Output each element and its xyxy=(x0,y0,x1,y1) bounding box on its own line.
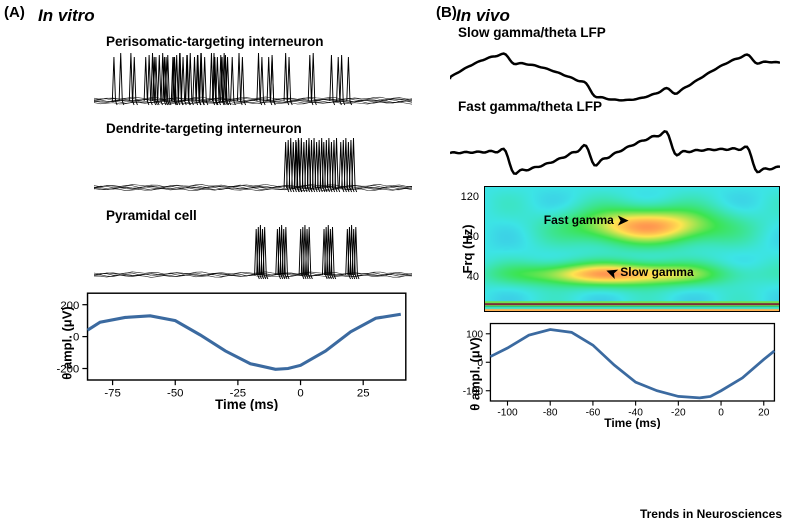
lfp-trace-fast: Fast gamma/theta LFP xyxy=(450,114,780,176)
panel-a-title: In vitro xyxy=(38,6,422,26)
annot-fast-gamma-text: Fast gamma xyxy=(544,213,614,227)
svg-text:Time (ms): Time (ms) xyxy=(215,397,278,411)
svg-text:20: 20 xyxy=(758,408,770,419)
spectrogram: Frq (Hz) 120 80 40 Fast gamma ➤ ➤ Slow g… xyxy=(484,186,780,312)
svg-text:0: 0 xyxy=(718,408,724,419)
svg-text:25: 25 xyxy=(357,388,370,400)
svg-text:-20: -20 xyxy=(671,408,686,419)
svg-text:-80: -80 xyxy=(543,408,558,419)
lfp-slow-label: Slow gamma/theta LFP xyxy=(458,25,606,40)
theta-b-ylabel: θ ampl. (μV) xyxy=(467,337,482,411)
annot-fast-gamma: Fast gamma ➤ xyxy=(544,212,629,229)
theta-plot-a: θ ampl. (μV) -75-50-25025-2000200Time (m… xyxy=(40,287,412,399)
svg-text:-50: -50 xyxy=(167,388,183,400)
annot-slow-gamma: ➤ Slow gamma xyxy=(606,264,694,281)
row-label-2: Pyramidal cell xyxy=(106,208,422,223)
spike-trace-1 xyxy=(94,136,412,200)
spike-trace-0 xyxy=(94,49,412,113)
theta-a-ylabel: θ ampl. (μV) xyxy=(59,306,74,380)
spike-trace-2 xyxy=(94,223,412,287)
panel-b-tag: (B) xyxy=(436,4,457,21)
lfp-trace-slow: Slow gamma/theta LFP xyxy=(450,40,780,102)
journal-footer: Trends in Neurosciences xyxy=(640,507,782,521)
panel-b: (B) In vivo Slow gamma/theta LFP Fast ga… xyxy=(432,0,800,490)
annot-slow-gamma-text: Slow gamma xyxy=(620,265,693,279)
lfp-fast-label: Fast gamma/theta LFP xyxy=(458,99,602,114)
panel-a: (A) In vitro Perisomatic-targeting inter… xyxy=(0,0,432,490)
svg-text:-60: -60 xyxy=(586,408,601,419)
svg-text:0: 0 xyxy=(297,388,303,400)
spectro-ytick-120: 120 xyxy=(451,191,479,203)
spectro-ytick-40: 40 xyxy=(451,271,479,283)
theta-plot-b: θ ampl. (μV) -100-80-60-40-20020-1000100… xyxy=(448,318,780,430)
figure: (A) In vitro Perisomatic-targeting inter… xyxy=(0,0,800,490)
svg-text:Time (ms): Time (ms) xyxy=(604,416,660,429)
row-label-1: Dendrite-targeting interneuron xyxy=(106,121,422,136)
panel-b-title: In vivo xyxy=(456,6,786,26)
arrow-right-icon: ➤ xyxy=(617,212,629,229)
panel-a-tag: (A) xyxy=(4,4,25,21)
svg-text:-75: -75 xyxy=(104,388,120,400)
spectro-ytick-80: 80 xyxy=(451,231,479,243)
arrow-left-icon: ➤ xyxy=(603,262,620,282)
row-label-0: Perisomatic-targeting interneuron xyxy=(106,34,422,49)
svg-text:-100: -100 xyxy=(497,408,518,419)
